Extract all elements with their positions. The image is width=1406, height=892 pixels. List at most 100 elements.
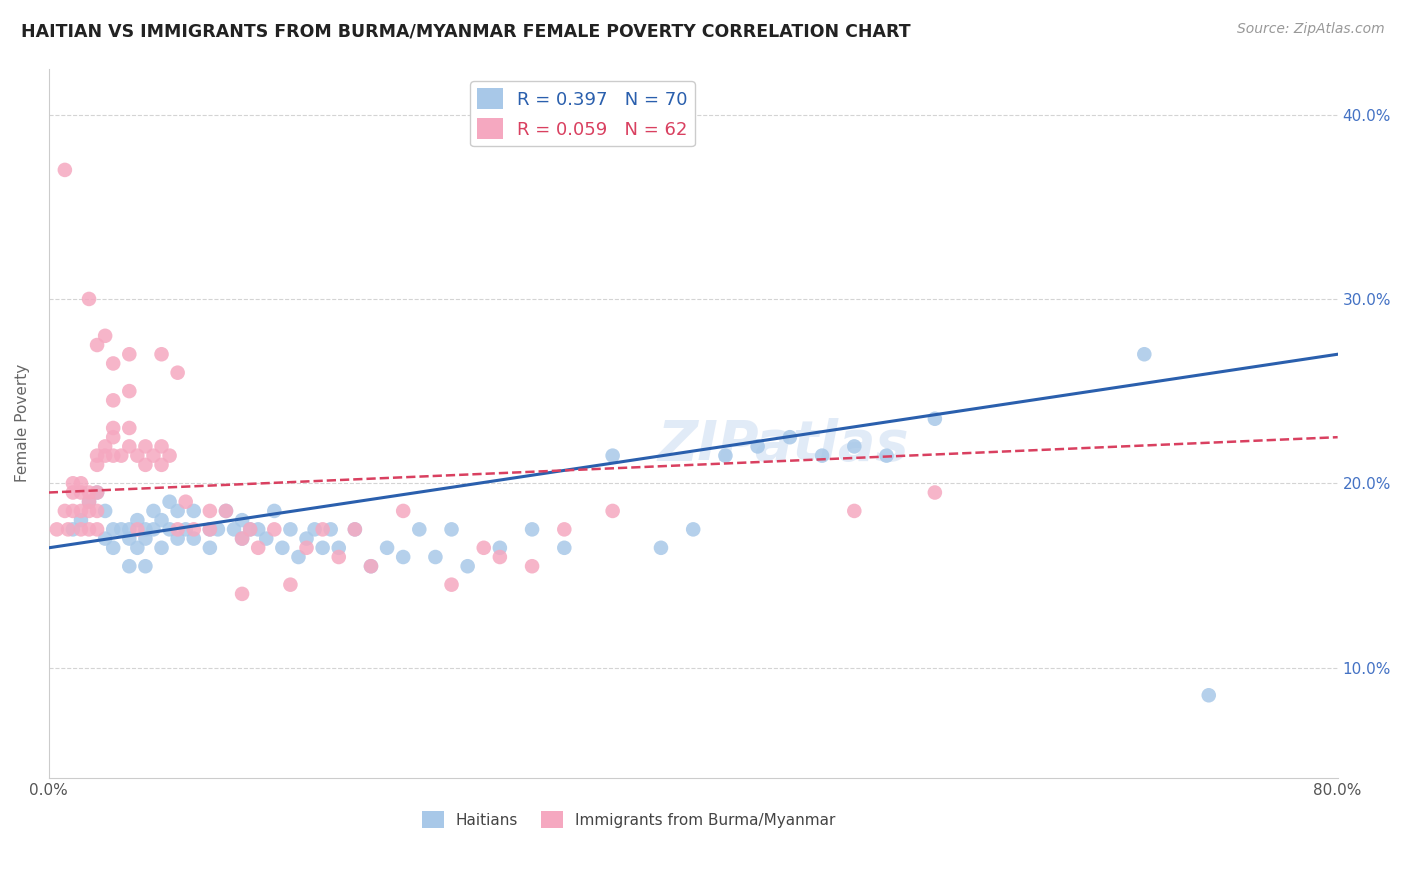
Point [103, 522, 125, 536]
Point [142, 504, 165, 518]
Point [924, 411, 946, 425]
Point [198, 522, 221, 536]
Point [440, 577, 463, 591]
Point [118, 421, 141, 435]
Point [779, 430, 801, 444]
Point [183, 522, 205, 536]
Point [86, 485, 108, 500]
Point [62, 485, 84, 500]
Point [328, 541, 350, 555]
Point [70, 513, 93, 527]
Point [650, 541, 672, 555]
Point [343, 522, 366, 536]
Text: HAITIAN VS IMMIGRANTS FROM BURMA/MYANMAR FEMALE POVERTY CORRELATION CHART: HAITIAN VS IMMIGRANTS FROM BURMA/MYANMAR… [21, 22, 911, 40]
Point [520, 522, 543, 536]
Point [118, 532, 141, 546]
Point [94, 449, 117, 463]
Point [77, 504, 100, 518]
Point [271, 541, 294, 555]
Point [553, 522, 575, 536]
Point [45, 522, 67, 536]
Point [392, 549, 415, 564]
Point [94, 328, 117, 343]
Point [127, 449, 149, 463]
Point [215, 504, 238, 518]
Point [70, 504, 93, 518]
Point [222, 522, 245, 536]
Point [134, 522, 156, 536]
Point [134, 559, 156, 574]
Point [295, 532, 318, 546]
Point [183, 504, 205, 518]
Point [77, 494, 100, 508]
Point [159, 494, 181, 508]
Point [62, 476, 84, 491]
Point [343, 522, 366, 536]
Point [198, 541, 221, 555]
Point [360, 559, 382, 574]
Point [311, 522, 333, 536]
Y-axis label: Female Poverty: Female Poverty [15, 364, 30, 483]
Point [118, 522, 141, 536]
Point [142, 522, 165, 536]
Point [247, 522, 270, 536]
Text: Source: ZipAtlas.com: Source: ZipAtlas.com [1237, 22, 1385, 37]
Point [150, 458, 173, 472]
Point [247, 541, 270, 555]
Point [53, 504, 76, 518]
Point [70, 522, 93, 536]
Point [118, 347, 141, 361]
Point [304, 522, 326, 536]
Point [103, 356, 125, 370]
Point [183, 532, 205, 546]
Point [263, 522, 285, 536]
Point [280, 577, 302, 591]
Text: ZIPatlas: ZIPatlas [658, 417, 910, 472]
Point [103, 393, 125, 408]
Point [231, 532, 253, 546]
Point [457, 559, 479, 574]
Point [375, 541, 398, 555]
Point [408, 522, 430, 536]
Point [311, 541, 333, 555]
Point [166, 532, 188, 546]
Point [844, 439, 866, 453]
Point [86, 449, 108, 463]
Point [287, 549, 309, 564]
Point [319, 522, 342, 536]
Point [150, 513, 173, 527]
Point [1198, 688, 1220, 702]
Point [103, 421, 125, 435]
Point [166, 522, 188, 536]
Point [110, 522, 132, 536]
Point [174, 522, 197, 536]
Point [62, 504, 84, 518]
Point [77, 485, 100, 500]
Point [747, 439, 769, 453]
Point [103, 430, 125, 444]
Point [392, 504, 415, 518]
Point [86, 338, 108, 352]
Point [77, 292, 100, 306]
Point [77, 522, 100, 536]
Point [280, 522, 302, 536]
Point [425, 549, 447, 564]
Point [811, 449, 834, 463]
Point [714, 449, 737, 463]
Point [1133, 347, 1156, 361]
Point [62, 522, 84, 536]
Point [150, 439, 173, 453]
Point [198, 522, 221, 536]
Point [70, 476, 93, 491]
Point [489, 541, 512, 555]
Point [876, 449, 898, 463]
Point [127, 541, 149, 555]
Point [263, 504, 285, 518]
Point [198, 504, 221, 518]
Point [159, 522, 181, 536]
Point [231, 532, 253, 546]
Point [254, 532, 277, 546]
Point [86, 504, 108, 518]
Point [489, 549, 512, 564]
Point [553, 541, 575, 555]
